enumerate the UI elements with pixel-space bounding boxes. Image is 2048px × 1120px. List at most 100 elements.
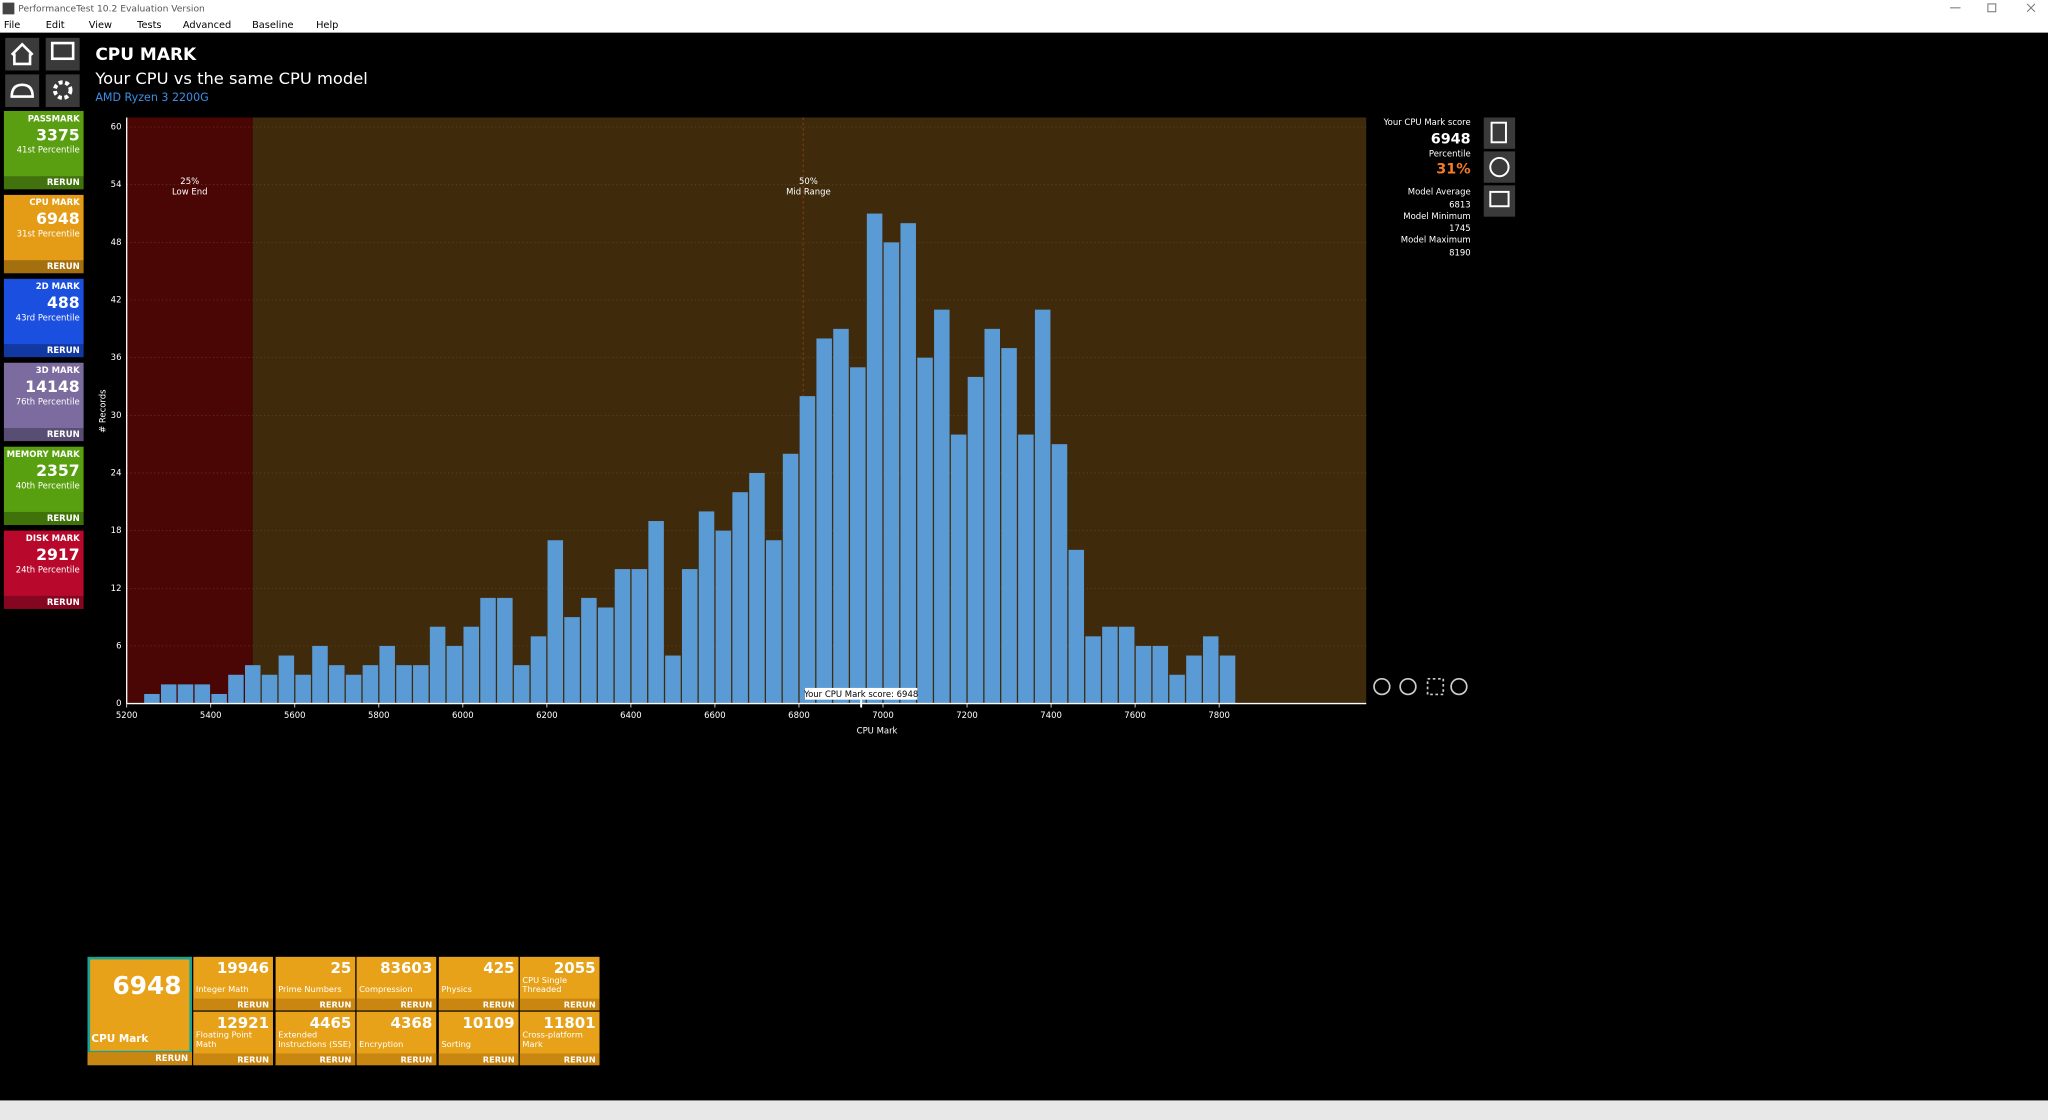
tile-footer bbox=[356, 1053, 437, 1066]
restore-button[interactable] bbox=[1987, 3, 1997, 13]
zoom-out-button[interactable] bbox=[1373, 677, 1391, 696]
bar bbox=[396, 665, 412, 704]
rerun-button[interactable]: RERUN bbox=[483, 1054, 515, 1064]
rerun-button[interactable]: RERUN bbox=[564, 1054, 596, 1064]
web-button[interactable] bbox=[1483, 151, 1516, 183]
bar bbox=[329, 665, 345, 704]
y-tick-label: 6 bbox=[116, 640, 121, 650]
tile-footer bbox=[3, 344, 84, 358]
globe-icon bbox=[1489, 156, 1510, 178]
tile-percentile: 41st Percentile bbox=[17, 145, 80, 155]
app-icon bbox=[2, 2, 15, 15]
bar bbox=[614, 569, 631, 704]
rerun-button[interactable]: RERUN bbox=[47, 597, 80, 607]
page-subtitle: Your CPU vs the same CPU model bbox=[94, 69, 367, 88]
menu-item[interactable]: Baseline bbox=[252, 20, 293, 31]
rerun-button[interactable]: RERUN bbox=[237, 1054, 269, 1064]
x-tick-label: 7800 bbox=[1208, 710, 1230, 720]
bar bbox=[1118, 626, 1135, 704]
menu-item[interactable]: Advanced bbox=[183, 20, 231, 31]
rerun-button[interactable]: RERUN bbox=[47, 345, 80, 355]
bar bbox=[1102, 626, 1118, 704]
subtest-tile[interactable]: 4368 Encryption RERUN bbox=[356, 1011, 437, 1066]
subtest-label: Threaded bbox=[521, 984, 561, 994]
rerun-button[interactable]: RERUN bbox=[400, 1054, 432, 1064]
bar bbox=[547, 540, 564, 704]
close-button[interactable] bbox=[2026, 3, 2036, 13]
x-tick-label: 6400 bbox=[620, 710, 642, 720]
right-tools bbox=[1483, 117, 1516, 217]
tile-bg bbox=[3, 278, 84, 358]
subtest-label: CPU Single bbox=[522, 975, 567, 985]
x-tick-label: 5800 bbox=[368, 710, 390, 720]
tile-percentile: 31st Percentile bbox=[17, 229, 80, 239]
y-tick-label: 60 bbox=[111, 122, 122, 132]
rerun-button[interactable]: RERUN bbox=[47, 177, 80, 187]
region-label: Low End bbox=[172, 186, 207, 196]
bar bbox=[816, 338, 832, 704]
zoom-in-button[interactable] bbox=[1399, 677, 1417, 696]
menu-item[interactable]: File bbox=[4, 20, 20, 31]
x-tick-label: 7600 bbox=[1124, 710, 1146, 720]
subtest-tile[interactable]: 19946 Integer Math RERUN bbox=[193, 956, 273, 1011]
subtest-tile[interactable]: 10109 Sorting RERUN bbox=[438, 1011, 519, 1066]
compare-button[interactable] bbox=[1483, 185, 1516, 217]
status-bar bbox=[0, 1100, 2048, 1120]
rerun-button[interactable]: RERUN bbox=[483, 1000, 515, 1010]
rerun-button[interactable]: RERUN bbox=[564, 1000, 596, 1010]
y-tick-label: 12 bbox=[111, 583, 122, 593]
rerun-button[interactable]: RERUN bbox=[237, 1000, 269, 1010]
tile-footer bbox=[3, 176, 84, 190]
zoom-reset-button[interactable] bbox=[1450, 677, 1468, 696]
rerun-button[interactable]: RERUN bbox=[47, 513, 80, 523]
y-tick-label: 24 bbox=[111, 467, 122, 477]
settings-button[interactable] bbox=[45, 74, 80, 108]
subtest-tile[interactable]: 83603 Compression RERUN bbox=[356, 956, 437, 1011]
x-tick-label: 6200 bbox=[536, 710, 558, 720]
bar bbox=[144, 693, 160, 704]
bar bbox=[665, 655, 681, 704]
menu-item[interactable]: Edit bbox=[46, 20, 65, 31]
bar bbox=[1068, 549, 1085, 704]
rerun-button[interactable]: RERUN bbox=[320, 1000, 352, 1010]
tile-percentile: 40th Percentile bbox=[16, 480, 80, 490]
bar bbox=[497, 597, 513, 704]
rerun-button[interactable]: RERUN bbox=[47, 261, 80, 271]
window-title: PerformanceTest 10.2 Evaluation Version bbox=[18, 5, 205, 15]
menu-item[interactable]: View bbox=[89, 20, 112, 31]
subtest-tile[interactable]: 425 Physics RERUN bbox=[438, 956, 519, 1011]
bar bbox=[345, 674, 362, 704]
subtest-score: 25 bbox=[330, 959, 351, 977]
rerun-button[interactable]: RERUN bbox=[400, 1000, 432, 1010]
menu-item[interactable]: Tests bbox=[136, 20, 161, 31]
subtest-tile[interactable]: 25 Prime Numbers RERUN bbox=[275, 956, 356, 1011]
bar bbox=[160, 684, 177, 704]
bar bbox=[228, 674, 244, 704]
subtest-label: Sorting bbox=[441, 1039, 471, 1049]
rerun-button[interactable]: RERUN bbox=[320, 1054, 352, 1064]
upload-button[interactable] bbox=[5, 74, 40, 108]
zoom-fit-button[interactable] bbox=[1426, 677, 1445, 696]
tile-footer bbox=[356, 998, 437, 1011]
main-test-tile[interactable]: 6948 CPU Mark RERUN bbox=[87, 956, 192, 1066]
tile-label: 2D MARK bbox=[36, 281, 80, 291]
subtest-score: 4368 bbox=[391, 1014, 433, 1032]
menu-item[interactable]: Help bbox=[316, 20, 338, 31]
bar bbox=[1051, 444, 1068, 704]
rerun-button[interactable]: RERUN bbox=[155, 1053, 188, 1063]
bar bbox=[850, 367, 866, 704]
rerun-button[interactable]: RERUN bbox=[47, 429, 80, 439]
region-percent: 25% bbox=[180, 176, 199, 186]
score-value: 6813 bbox=[1449, 199, 1471, 209]
bar bbox=[564, 617, 580, 704]
